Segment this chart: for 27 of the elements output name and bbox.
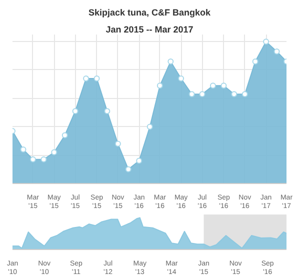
- point: [263, 38, 270, 45]
- point: [178, 75, 184, 82]
- point: [168, 58, 174, 64]
- point: [252, 58, 258, 64]
- point: [146, 124, 153, 130]
- point: [188, 91, 195, 98]
- point: [94, 75, 100, 82]
- point: [72, 108, 78, 114]
- point: [83, 75, 90, 82]
- point: [156, 82, 163, 89]
- point: [136, 158, 142, 164]
- point: [40, 156, 47, 162]
- point: [242, 91, 248, 98]
- point: [231, 91, 238, 98]
- chart-subtitle: Jan 2015 -- Mar 2017: [106, 24, 194, 34]
- point: [210, 82, 216, 89]
- point: [274, 48, 280, 55]
- point: [220, 82, 227, 89]
- point: [125, 166, 132, 172]
- point: [114, 140, 121, 147]
- point: [104, 108, 110, 114]
- point: [20, 146, 26, 152]
- point: [199, 91, 206, 98]
- point: [51, 149, 58, 156]
- point: [30, 156, 36, 162]
- chart-title: Skipjack tuna, C&F Bangkok: [88, 8, 212, 18]
- point: [62, 132, 68, 138]
